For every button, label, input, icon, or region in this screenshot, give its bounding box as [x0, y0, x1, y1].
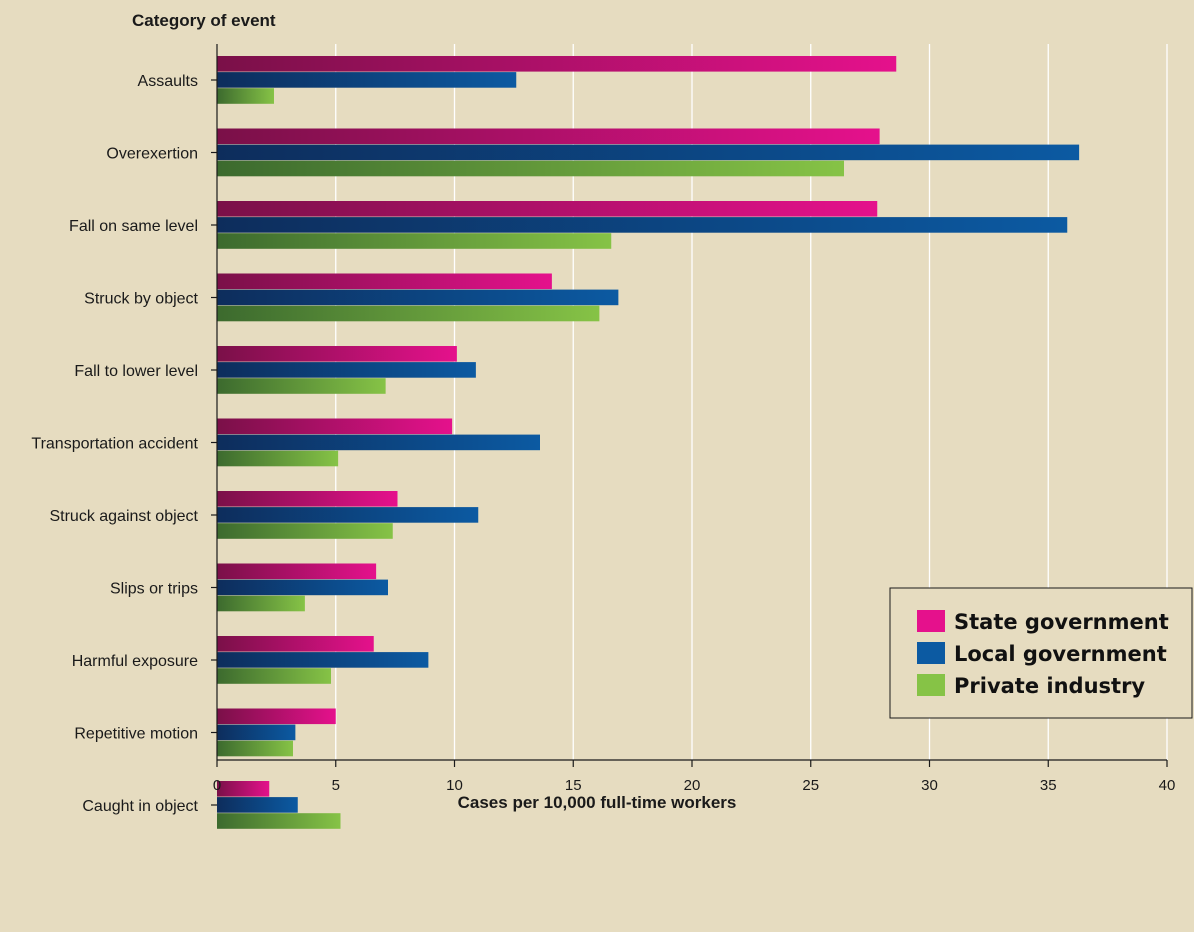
category-label: Caught in object [82, 798, 198, 815]
bar-private-industry [217, 813, 341, 829]
bar-private-industry [217, 595, 305, 612]
bar-state-government [217, 346, 457, 362]
bar-state-government [217, 273, 552, 290]
bar-private-industry [217, 668, 331, 684]
legend-label: Local government [954, 642, 1167, 666]
bar-local-government [217, 72, 517, 88]
bar-local-government [217, 724, 296, 741]
category-label: Repetitive motion [74, 726, 198, 743]
x-tick-label: 0 [213, 777, 221, 794]
bar-private-industry [217, 378, 386, 394]
legend-label: Private industry [954, 674, 1145, 698]
tick-labels: 0 5 10 15 20 25 30 35 40 [213, 777, 1176, 794]
category-label: Assaults [138, 73, 198, 90]
bar-local-government [217, 362, 476, 378]
bar-private-industry [217, 88, 274, 104]
category-labels: Assaults Overexertion Fall on same level St… [31, 73, 198, 815]
x-tick-label: 35 [1040, 777, 1057, 794]
bar-local-government [217, 434, 540, 451]
bar-state-government [217, 636, 374, 652]
bar-state-government [217, 418, 453, 435]
legend-label: State government [954, 610, 1169, 634]
x-tick-label: 30 [921, 777, 938, 794]
bar-local-government [217, 652, 429, 668]
category-label: Fall on same level [69, 218, 198, 235]
category-label: Slips or trips [110, 581, 198, 598]
category-label: Struck against object [49, 508, 198, 525]
category-label: Struck by object [84, 291, 198, 308]
bar-state-government [217, 708, 336, 725]
bar-private-industry [217, 160, 844, 177]
bar-local-government [217, 217, 1068, 233]
bar-state-government [217, 201, 878, 217]
x-tick-label: 15 [565, 777, 582, 794]
bar-private-industry [217, 740, 293, 757]
x-tick-label: 40 [1159, 777, 1176, 794]
bar-local-government [217, 507, 479, 523]
legend: State government Local government Private … [889, 587, 1193, 719]
bar-private-industry [217, 233, 612, 249]
axes [211, 44, 1168, 806]
x-tick-label: 10 [446, 777, 463, 794]
bar-state-government [217, 563, 377, 580]
x-tick-label: 25 [802, 777, 819, 794]
bar-private-industry [217, 450, 339, 467]
bar-local-government [217, 144, 1080, 161]
bar-state-government [217, 491, 398, 507]
legend-swatch [917, 642, 945, 664]
bar-state-government [217, 781, 270, 797]
x-axis-title: Cases per 10,000 full-time workers [458, 793, 737, 812]
category-label: Transportation accident [31, 436, 198, 453]
bar-local-government [217, 797, 298, 813]
category-label: Harmful exposure [72, 653, 198, 670]
bars [217, 56, 1080, 829]
category-label: Fall to lower level [74, 363, 198, 380]
category-label: Overexertion [106, 146, 198, 163]
bar-local-government [217, 579, 388, 596]
bar-state-government [217, 128, 880, 145]
bar-private-industry [217, 523, 393, 539]
y-axis-title: Category of event [132, 11, 276, 30]
bar-local-government [217, 289, 619, 306]
x-tick-label: 5 [332, 777, 340, 794]
bar-state-government [217, 56, 897, 72]
x-tick-label: 20 [684, 777, 701, 794]
legend-swatch [917, 610, 945, 632]
bar-private-industry [217, 305, 600, 322]
legend-swatch [917, 674, 945, 696]
